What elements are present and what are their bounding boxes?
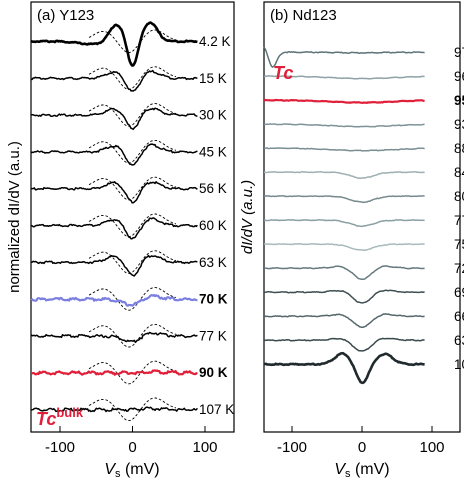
series-line [263,219,425,228]
series-temperature-label: 107 K [199,402,234,417]
panel-b-temperature-labels: 97 K 96 K 95 K 93 K 88 K 84 K 80 K 77 K 75 K 72 K… [454,45,464,372]
dashed-reference-curve [88,287,177,311]
tc-annotation-b: Tc [273,63,293,83]
panel-b-label: (b) Nd123 [270,7,337,24]
x-tick-label: -100 [45,439,75,456]
x-axis-label-b: Vs (mV) [334,461,389,480]
series-line [264,195,425,204]
series-temperature-label: 15 K [199,71,227,86]
tc-bulk-annotation: Tcbulk [36,405,84,429]
dashed-reference-curve [88,66,177,90]
series-temperature-label: 93 K [454,117,464,132]
series-line [263,123,425,128]
series-line [263,243,425,252]
series-line [263,46,425,68]
dashed-reference-curve [88,360,177,385]
series-temperature-label: 90 K [199,365,228,380]
x-tick-label: -100 [277,439,307,456]
panel-b-curves [263,46,425,385]
series-line [263,265,425,281]
series-temperature-label: 72 K [454,261,464,276]
panel-a-curves [30,21,198,422]
series-line [263,313,425,329]
series-line [30,331,198,344]
series-temperature-label: 77 K [454,213,464,228]
series-line [30,181,198,204]
series-temperature-label: 45 K [199,144,227,159]
dashed-reference-curve [88,103,177,127]
x-tick-label: 0 [128,439,136,456]
series-temperature-label: 97 K [454,45,464,60]
series-temperature-label: 96 K [454,69,464,84]
series-line [30,406,198,413]
panel-b-frame [263,1,461,433]
series-temperature-label: 4.2 K [199,34,231,49]
series-line [263,98,425,104]
series-temperature-label: 56 K [199,181,227,196]
series-line [31,254,198,277]
series-line [30,21,198,67]
series-temperature-label: 77 K [199,328,227,343]
series-line [30,143,198,166]
dashed-reference-curve [88,139,177,164]
series-temperature-label: 66 K [454,309,464,324]
dashed-reference-curve [88,250,177,274]
series-temperature-label: 70 K [199,292,228,307]
series-temperature-label: 95 K [454,93,464,108]
panel-a-label: (a) Y123 [37,7,94,24]
x-axis-label-a: Vs (mV) [104,461,159,480]
series-temperature-label: 69 K [454,285,464,300]
x-tick-label: 0 [358,439,366,456]
series-line [30,369,198,376]
dashed-reference-curve [88,29,177,54]
x-tick-label: 100 [192,439,217,456]
series-temperature-label: 88 K [454,141,464,156]
tc-bulk-superscript: bulk [56,405,83,420]
series-line [263,289,425,304]
series-temperature-label: 10 K [454,357,464,372]
series-temperature-label: 63 K [199,255,227,270]
series-line [30,217,198,240]
tc-bulk-symbol: Tc [36,409,56,429]
series-line [264,75,425,80]
panel-a-temperature-labels: 4.2 K 15 K 30 K 45 K 56 K 60 K 63 K 70 K 77 K 90 … [199,34,234,417]
dashed-reference-curve [88,323,177,348]
series-line [30,293,198,307]
series-line [263,147,425,152]
series-temperature-label: 60 K [199,218,227,233]
series-line [264,171,425,180]
series-temperature-label: 30 K [199,108,227,123]
series-temperature-label: 63 K [454,333,464,348]
series-temperature-label: 80 K [454,189,464,204]
y-axis-label-b: dI/dV (a.u.) [239,180,256,254]
dashed-reference-curve [88,176,177,201]
x-tick-label: 100 [419,439,444,456]
y-axis-label-a: normalized dI/dV (a.u.) [6,141,23,293]
series-line [30,107,198,131]
dashed-reference-curve [88,213,177,238]
series-line [263,351,425,385]
series-temperature-label: 84 K [454,165,464,180]
series-temperature-label: 75 K [454,237,464,252]
dashed-reference-curve [88,397,177,422]
x-axis-ticks: -100 0 100 -100 0 100 [45,426,445,456]
series-line [263,337,425,352]
series-line [31,69,198,92]
